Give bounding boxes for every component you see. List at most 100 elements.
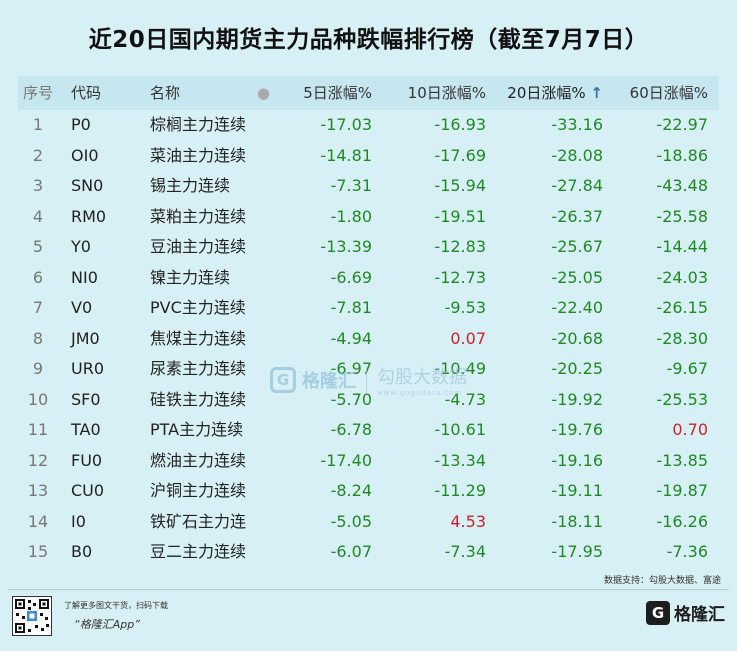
row-name: 菜粕主力连续: [150, 206, 247, 226]
col-header-chg10[interactable]: 10日涨幅%: [407, 84, 486, 102]
row-chg20: -25.67: [551, 237, 603, 256]
table-row[interactable]: 10 SF0 硅铁主力连续 -5.70 -4.73 -19.92 -25.53: [18, 385, 719, 416]
row-chg60: -7.36: [666, 542, 708, 561]
row-rank: 6: [32, 267, 44, 287]
row-chg5: -5.05: [330, 511, 372, 531]
table-row[interactable]: 2 OI0 菜油主力连续 -14.81 -17.69 -28.08 -18.86: [18, 141, 719, 172]
row-rank: 13: [27, 481, 49, 500]
row-chg20: -25.05: [551, 267, 603, 287]
col-header-code[interactable]: 代码: [71, 84, 102, 102]
row-chg5: -17.03: [320, 115, 372, 134]
table-row[interactable]: 12 FU0 燃油主力连续 -17.40 -13.34 -19.16 -13.85: [18, 446, 719, 477]
row-code: I0: [71, 511, 86, 531]
row-code: UR0: [71, 359, 105, 378]
row-chg5: -17.40: [320, 450, 372, 470]
row-name: 铁矿石主力连: [150, 511, 247, 531]
row-code: P0: [71, 115, 91, 134]
table-row[interactable]: 1 P0 棕榈主力连续 -17.03 -16.93 -33.16 -22.97: [18, 110, 719, 141]
row-chg10: -13.34: [434, 450, 486, 470]
row-chg10: -10.61: [434, 420, 486, 439]
row-name: 镍主力连续: [150, 267, 231, 287]
row-chg10: -11.29: [434, 481, 486, 500]
footer-brand-text: 格隆汇: [674, 605, 725, 625]
row-rank: 14: [27, 511, 49, 531]
col-header-chg20[interactable]: 20日涨幅% ↑: [493, 76, 603, 110]
row-chg60: -25.58: [656, 206, 708, 226]
row-chg5: -1.80: [330, 206, 372, 226]
row-name: 锡主力连续: [150, 176, 231, 195]
row-name: PTA主力连续: [150, 420, 244, 439]
row-rank: 11: [27, 420, 49, 439]
scan-download-text: 了解更多图文干货，扫码下载: [64, 601, 168, 610]
row-chg10: -12.73: [434, 267, 486, 287]
col-header-rank[interactable]: 序号: [22, 84, 53, 102]
row-rank: 15: [27, 542, 49, 561]
row-chg60: -24.03: [656, 267, 708, 287]
qr-code-icon[interactable]: [12, 596, 52, 636]
row-chg5: -4.94: [330, 328, 372, 348]
row-name: 硅铁主力连续: [150, 389, 247, 409]
dot-icon: ●: [257, 84, 271, 102]
row-chg60: -28.30: [656, 328, 708, 348]
row-chg60: -13.85: [656, 450, 708, 470]
table-row[interactable]: 8 JM0 焦煤主力连续 -4.94 0.07 -20.68 -28.30: [18, 324, 719, 355]
row-chg20: -22.40: [551, 298, 603, 317]
table-row[interactable]: 11 TA0 PTA主力连续 -6.78 -10.61 -19.76 0.70: [18, 415, 719, 446]
ranking-table: 序号 代码 名称 ● 5日涨幅% 10日涨幅% 20日涨幅% ↑ 60日涨幅% …: [18, 76, 719, 568]
row-chg10: -16.93: [434, 115, 486, 134]
table-row[interactable]: 7 V0 PVC主力连续 -7.81 -9.53 -22.40 -26.15: [18, 293, 719, 324]
footer-divider: [8, 589, 729, 590]
row-chg10: -12.83: [434, 237, 486, 256]
table-row[interactable]: 3 SN0 锡主力连续 -7.31 -15.94 -27.84 -43.48: [18, 171, 719, 202]
row-chg60: -25.53: [656, 389, 708, 409]
row-chg20: -20.68: [551, 328, 603, 348]
table-row[interactable]: 4 RM0 菜粕主力连续 -1.80 -19.51 -26.37 -25.58: [18, 202, 719, 233]
table-row[interactable]: 14 I0 铁矿石主力连 -5.05 4.53 -18.11 -16.26: [18, 507, 719, 538]
row-rank: 9: [32, 359, 44, 378]
row-rank: 10: [27, 389, 49, 409]
row-rank: 4: [32, 206, 44, 226]
row-chg20: -27.84: [551, 176, 603, 195]
footer-brand: G 格隆汇: [646, 600, 725, 625]
row-chg5: -5.70: [330, 389, 372, 409]
table-row[interactable]: 5 Y0 豆油主力连续 -13.39 -12.83 -25.67 -14.44: [18, 232, 719, 263]
gelonghui-logo-icon: G: [646, 600, 670, 625]
row-code: Y0: [71, 237, 91, 256]
app-name: “格隆汇App”: [74, 618, 140, 631]
table-row[interactable]: 15 B0 豆二主力连续 -6.07 -7.34 -17.95 -7.36: [18, 537, 719, 568]
row-chg20: -18.11: [551, 511, 603, 531]
table-row[interactable]: 13 CU0 沪铜主力连续 -8.24 -11.29 -19.11 -19.87: [18, 476, 719, 507]
table-row[interactable]: 9 UR0 尿素主力连续 -6.97 -10.49 -20.25 -9.67: [18, 354, 719, 385]
row-chg20: -19.16: [551, 450, 603, 470]
row-name: PVC主力连续: [150, 298, 246, 317]
row-name: 沪铜主力连续: [150, 481, 247, 500]
row-chg10: -7.34: [444, 542, 486, 561]
row-code: OI0: [71, 145, 99, 165]
row-chg10: -15.94: [434, 176, 486, 195]
table-row[interactable]: 6 NI0 镍主力连续 -6.69 -12.73 -25.05 -24.03: [18, 263, 719, 294]
row-code: FU0: [71, 450, 103, 470]
row-name: 豆二主力连续: [150, 542, 247, 561]
row-chg5: -6.97: [330, 359, 372, 378]
row-name: 尿素主力连续: [150, 359, 247, 378]
row-code: JM0: [71, 328, 100, 348]
table-header: 序号 代码 名称 ● 5日涨幅% 10日涨幅% 20日涨幅% ↑ 60日涨幅%: [18, 76, 719, 110]
data-source: 数据支持：勾股大数据、富途: [603, 576, 721, 586]
col-header-chg60[interactable]: 60日涨幅%: [629, 84, 708, 102]
row-chg20: -20.25: [551, 359, 603, 378]
page-title: 近20日国内期货主力品种跌幅排行榜（截至7月7日）: [88, 27, 649, 53]
row-chg10: -9.53: [444, 298, 486, 317]
row-code: NI0: [71, 267, 98, 287]
row-name: 菜油主力连续: [150, 145, 247, 165]
row-code: TA0: [71, 420, 101, 439]
row-rank: 8: [32, 328, 44, 348]
col-header-name[interactable]: 名称: [150, 84, 181, 102]
row-chg20: -26.37: [551, 206, 603, 226]
col-header-chg20-label: 20日涨幅%: [507, 84, 586, 102]
row-rank: 3: [32, 176, 44, 195]
row-chg20: -19.76: [551, 420, 603, 439]
table-body: 1 P0 棕榈主力连续 -17.03 -16.93 -33.16 -22.97 2 OI0 菜油主…: [18, 110, 719, 568]
row-chg60: -14.44: [656, 237, 708, 256]
row-name: 焦煤主力连续: [150, 328, 247, 348]
col-header-chg5[interactable]: 5日涨幅%: [303, 84, 372, 102]
